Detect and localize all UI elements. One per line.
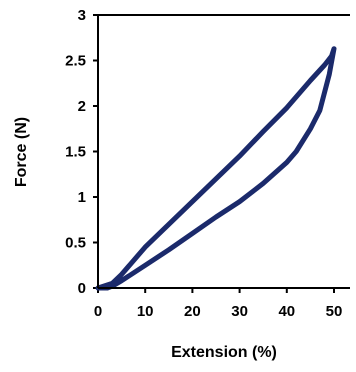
x-tick-label: 10 — [137, 303, 154, 320]
x-axis-ticks: 0 10 20 30 40 50 — [94, 288, 343, 320]
hysteresis-curve — [95, 46, 337, 291]
x-tick-label: 0 — [94, 303, 102, 320]
x-axis-title: Extension (%) — [171, 344, 277, 361]
x-tick-label: 50 — [326, 303, 343, 320]
x-tick-label: 30 — [231, 303, 248, 320]
y-tick-label: 2.5 — [65, 53, 86, 70]
y-axis-title: Force (N) — [13, 117, 30, 187]
y-tick-label: 1.5 — [65, 144, 86, 161]
x-tick-label: 20 — [184, 303, 201, 320]
y-tick-label: 0.5 — [65, 235, 86, 252]
y-tick-label: 0 — [78, 280, 86, 297]
y-axis-ticks: 0 0.5 1 1.5 2 2.5 3 — [65, 7, 98, 297]
y-tick-label: 2 — [78, 98, 86, 115]
y-tick-label: 1 — [78, 189, 86, 206]
y-tick-label: 3 — [78, 7, 86, 24]
x-tick-label: 40 — [278, 303, 295, 320]
